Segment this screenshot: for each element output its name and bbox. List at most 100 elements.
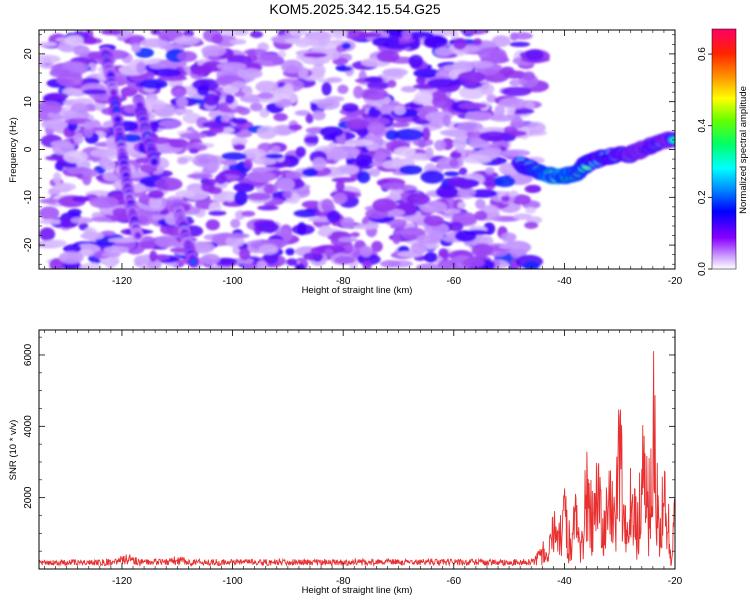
heatmap-cell bbox=[241, 210, 256, 217]
heatmap-cell bbox=[265, 153, 284, 159]
heatmap-cell bbox=[175, 190, 196, 198]
bottom-x-axis: -120 -100 -80 -60 -40 -20 bbox=[44, 330, 683, 587]
heatmap-cell bbox=[414, 91, 433, 103]
heatmap-cell bbox=[337, 84, 349, 95]
heatmap-cell bbox=[480, 83, 495, 96]
heatmap-cell bbox=[416, 263, 442, 269]
heatmap-cell bbox=[257, 92, 274, 100]
top-y-axis: -20 -10 0 10 20 bbox=[23, 34, 675, 265]
heatmap-cell bbox=[462, 81, 480, 90]
snr-layer bbox=[39, 351, 675, 568]
y-tick-label: 4000 bbox=[23, 415, 34, 438]
heatmap-cell bbox=[82, 169, 99, 178]
heatmap-cell bbox=[200, 253, 221, 265]
heatmap-cell bbox=[247, 49, 256, 57]
heatmap-cell bbox=[285, 248, 295, 256]
heatmap-cell bbox=[340, 217, 355, 229]
heatmap-cell bbox=[434, 139, 446, 151]
heatmap-cell bbox=[295, 263, 306, 269]
colorbar: 0.0 0.2 0.4 0.6 Normalized spectral amplitu… bbox=[697, 28, 749, 276]
heatmap-cell bbox=[513, 213, 532, 220]
heatmap-cell bbox=[301, 168, 318, 177]
y-tick-label: 20 bbox=[23, 48, 34, 60]
heatmap-cell bbox=[371, 240, 383, 253]
heatmap-cell bbox=[500, 232, 517, 242]
colorbar-tick-label: 0.6 bbox=[697, 47, 708, 61]
heatmap-cell bbox=[372, 198, 397, 212]
heatmap-cell bbox=[293, 209, 321, 218]
heatmap-cell bbox=[393, 146, 416, 157]
heatmap-cell bbox=[326, 210, 341, 223]
heatmap-cell bbox=[448, 221, 464, 232]
heatmap-cell bbox=[509, 121, 530, 128]
x-tick-label: -40 bbox=[557, 276, 572, 287]
y-tick-label: 10 bbox=[23, 96, 34, 108]
heatmap-cell bbox=[417, 139, 427, 149]
heatmap-cell bbox=[233, 91, 246, 97]
heatmap-cell bbox=[301, 200, 323, 209]
heatmap-cell bbox=[255, 80, 278, 93]
heatmap-cell bbox=[501, 149, 531, 157]
heatmap-cell bbox=[256, 221, 280, 233]
heatmap-cell bbox=[360, 88, 389, 101]
x-tick-label: -20 bbox=[668, 576, 683, 587]
heatmap-cell bbox=[189, 148, 199, 154]
heatmap-cell bbox=[319, 126, 344, 138]
x-tick-label: -120 bbox=[112, 276, 132, 287]
heatmap-cell bbox=[160, 223, 175, 235]
heatmap-features bbox=[99, 47, 675, 268]
heatmap-cell bbox=[457, 71, 486, 84]
heatmap-cell bbox=[312, 64, 326, 77]
heatmap-cell bbox=[501, 86, 532, 97]
heatmap-cell bbox=[208, 210, 227, 216]
heatmap-cell bbox=[113, 108, 119, 114]
heatmap-cell bbox=[177, 51, 198, 62]
heatmap-cell bbox=[115, 117, 121, 123]
top-x-axis-label: Height of straight line (km) bbox=[302, 285, 413, 296]
heatmap-cell bbox=[485, 167, 495, 175]
heatmap-cell bbox=[305, 113, 314, 124]
heatmap-cell bbox=[420, 170, 445, 184]
heatmap-cell bbox=[89, 196, 119, 209]
heatmap-cell bbox=[149, 63, 166, 70]
heatmap-cell bbox=[250, 30, 263, 39]
heatmap-cell bbox=[459, 30, 490, 35]
heatmap-cell bbox=[344, 30, 369, 40]
heatmap-cell bbox=[367, 122, 386, 136]
heatmap-cell bbox=[370, 108, 382, 118]
heatmap-cell bbox=[341, 42, 352, 50]
heatmap-cell bbox=[229, 38, 247, 45]
heatmap-cell bbox=[471, 243, 493, 257]
heatmap-cell bbox=[154, 177, 183, 191]
heatmap-cell bbox=[464, 111, 493, 122]
heatmap-cell bbox=[294, 110, 311, 116]
heatmap-cell bbox=[524, 221, 539, 229]
heatmap-cell bbox=[458, 102, 488, 110]
heatmap-cell bbox=[69, 72, 83, 79]
heatmap-cell bbox=[489, 114, 515, 122]
heatmap-cell bbox=[187, 173, 214, 179]
heatmap-cell bbox=[272, 124, 294, 136]
heatmap-cell bbox=[325, 48, 341, 61]
heatmap-cell bbox=[386, 79, 397, 88]
heatmap-cell bbox=[338, 237, 358, 243]
heatmap-cell bbox=[457, 201, 467, 209]
x-tick-label: -60 bbox=[447, 576, 462, 587]
heatmap-cell bbox=[139, 38, 170, 48]
heatmap-cell bbox=[443, 171, 460, 177]
heatmap-cell bbox=[475, 198, 486, 210]
heatmap-cell bbox=[524, 101, 535, 110]
heatmap-cell bbox=[309, 30, 331, 40]
heatmap-cell bbox=[233, 182, 255, 193]
heatmap-cell bbox=[197, 85, 210, 96]
heatmap-cell bbox=[439, 129, 468, 137]
snr-panel: -120 -100 -80 -60 -40 -20 2000 4000 6000 Height… bbox=[8, 329, 683, 596]
heatmap-cell bbox=[358, 32, 382, 38]
heatmap-cell bbox=[148, 189, 165, 199]
heatmap-cell bbox=[243, 48, 267, 56]
heatmap-cell bbox=[435, 185, 459, 199]
heatmap-cell bbox=[304, 136, 319, 144]
heatmap-cell bbox=[147, 259, 162, 269]
heatmap-cell bbox=[58, 251, 84, 264]
heatmap-layer bbox=[39, 30, 675, 269]
